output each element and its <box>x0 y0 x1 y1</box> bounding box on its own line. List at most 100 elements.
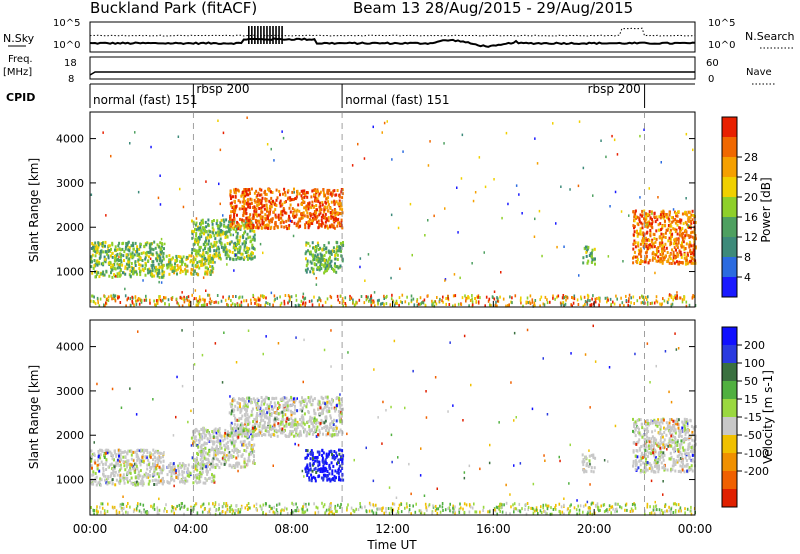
heatmap-cell <box>600 139 602 142</box>
heatmap-cell <box>141 477 144 481</box>
heatmap-cell <box>98 275 101 279</box>
heatmap-cell <box>212 475 215 479</box>
heatmap-cell <box>689 226 692 230</box>
heatmap-cell <box>293 208 296 212</box>
heatmap-cell <box>225 442 228 446</box>
heatmap-cell <box>101 242 104 245</box>
heatmap-cell <box>260 396 263 399</box>
heatmap-cell <box>338 301 341 304</box>
heatmap-cell <box>241 423 244 427</box>
heatmap-cell <box>147 458 150 462</box>
heatmap-cell <box>181 480 184 484</box>
heatmap-cell <box>140 479 143 483</box>
heatmap-cell <box>246 232 249 236</box>
heatmap-cell <box>191 251 193 255</box>
heatmap-cell <box>156 451 159 455</box>
heatmap-cell <box>667 217 670 221</box>
heatmap-cell <box>201 218 204 222</box>
heatmap-cell <box>202 451 205 455</box>
heatmap-cell <box>232 195 234 199</box>
heatmap-cell <box>296 192 299 196</box>
heatmap-cell <box>136 448 139 452</box>
heatmap-cell <box>662 247 664 251</box>
heatmap-cell <box>633 302 635 305</box>
heatmap-cell <box>692 148 694 152</box>
heatmap-cell <box>659 213 662 217</box>
heatmap-cell <box>291 430 294 434</box>
heatmap-cell <box>138 302 141 306</box>
heatmap-cell <box>159 468 162 472</box>
heatmap-cell <box>690 213 693 217</box>
heatmap-cell <box>238 246 241 250</box>
heatmap-cell <box>150 252 153 256</box>
heatmap-cell <box>637 241 640 245</box>
heatmap-cell <box>336 433 338 437</box>
heatmap-cell <box>385 507 387 510</box>
heatmap-cell <box>672 219 675 223</box>
heatmap-cell <box>647 295 649 299</box>
heatmap-cell <box>693 221 695 225</box>
heatmap-cell <box>198 245 201 249</box>
heatmap-cell <box>151 464 154 468</box>
heatmap-cell <box>329 422 332 426</box>
heatmap-cell <box>608 504 611 508</box>
heatmap-cell <box>537 512 539 515</box>
heatmap-cell <box>272 510 275 514</box>
heatmap-cell <box>652 508 655 512</box>
heatmap-cell <box>134 476 137 480</box>
heatmap-cell <box>249 506 251 510</box>
heatmap-cell <box>131 295 133 299</box>
heatmap-cell <box>234 512 236 516</box>
heatmap-cell <box>141 264 144 268</box>
heatmap-cell <box>589 511 591 515</box>
heatmap-cell <box>655 249 658 253</box>
heatmap-cell <box>172 506 175 509</box>
heatmap-cell <box>324 425 327 429</box>
heatmap-cell <box>339 241 342 245</box>
colorbar-tick-label: 8 <box>744 251 751 264</box>
heatmap-cell <box>649 302 652 305</box>
heatmap-cell <box>279 216 282 220</box>
heatmap-cell <box>594 262 596 266</box>
heatmap-cell <box>153 468 156 472</box>
heatmap-cell <box>295 294 297 298</box>
heatmap-cell <box>313 257 316 261</box>
heatmap-cell <box>337 266 340 270</box>
noise-tick-left-top: 10^5 <box>53 18 80 29</box>
heatmap-cell <box>243 245 246 249</box>
heatmap-cell <box>204 428 207 432</box>
heatmap-cell <box>479 510 481 514</box>
heatmap-cell <box>155 265 158 269</box>
heatmap-cell <box>116 266 119 270</box>
heatmap-cell <box>262 503 265 507</box>
heatmap-cell <box>123 250 126 254</box>
heatmap-cell <box>239 257 242 261</box>
heatmap-cell <box>293 422 296 426</box>
heatmap-cell <box>668 219 671 223</box>
heatmap-cell <box>223 224 226 228</box>
heatmap-cell <box>515 184 518 187</box>
y-tick-label: 1000 <box>56 266 84 279</box>
heatmap-cell <box>302 295 304 299</box>
heatmap-cell <box>545 503 547 507</box>
heatmap-cell <box>203 262 206 266</box>
heatmap-cell <box>126 471 129 475</box>
heatmap-cell <box>101 272 104 276</box>
heatmap-cell <box>690 509 693 513</box>
heatmap-cell <box>252 420 255 424</box>
heatmap-cell <box>163 270 166 274</box>
heatmap-cell <box>112 454 114 458</box>
heatmap-cell <box>230 426 232 430</box>
heatmap-cell <box>128 449 131 453</box>
heatmap-cell <box>213 440 216 444</box>
heatmap-cell <box>209 269 212 273</box>
heatmap-cell <box>230 204 233 208</box>
heatmap-cell <box>292 510 295 514</box>
heatmap-cell <box>90 455 93 458</box>
heatmap-cell <box>201 452 204 456</box>
heatmap-cell <box>241 506 243 510</box>
heatmap-cell <box>305 504 307 508</box>
heatmap-cell <box>219 257 222 261</box>
heatmap-cell <box>554 506 556 510</box>
colorbar-segment <box>722 137 737 158</box>
